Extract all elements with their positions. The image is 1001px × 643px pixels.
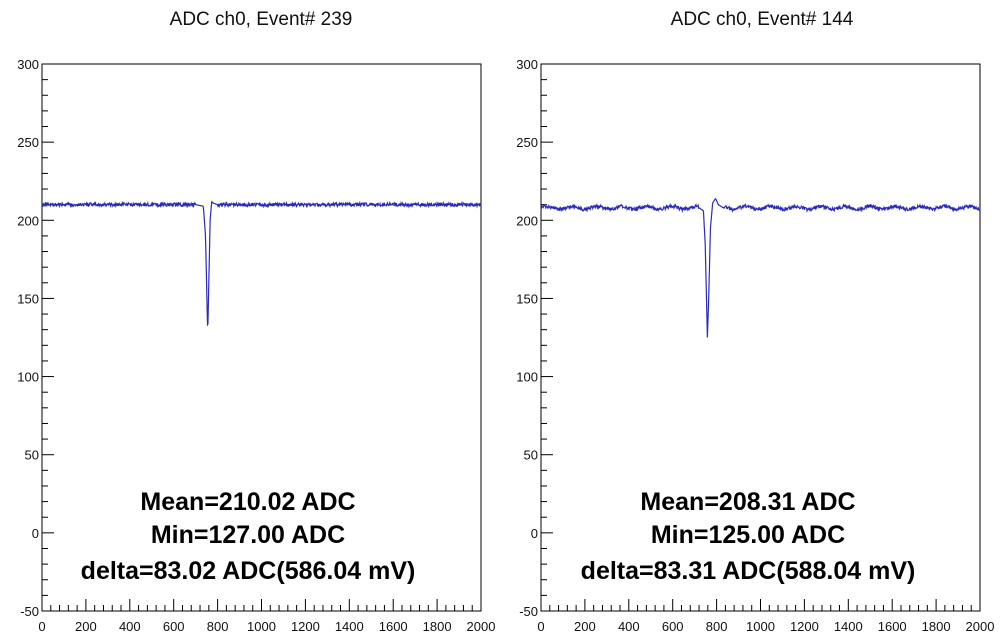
y-tick-label: 150 [516,291,538,306]
x-tick-label: 2000 [467,619,496,634]
x-tick-label: 200 [574,619,596,634]
waveform-series-line [540,198,981,338]
x-tick-label: 600 [662,619,684,634]
y-tick-label: 250 [17,135,39,150]
stats-annotation: Mean=210.02 ADC [140,488,355,516]
x-tick-label: 1800 [922,619,951,634]
y-tick-label: 200 [516,213,538,228]
y-tick-label: 0 [531,526,538,541]
x-tick-label: 400 [618,619,640,634]
x-tick-label: 400 [119,619,141,634]
y-tick-label: 300 [516,57,538,72]
stats-annotation: delta=83.31 ADC(588.04 mV) [581,557,916,585]
x-tick-label: 1400 [335,619,364,634]
y-tick-label: -50 [519,604,538,619]
x-tick-label: 1600 [379,619,408,634]
x-tick-label: 0 [537,619,544,634]
y-tick-label: 50 [25,448,39,463]
x-tick-label: 1000 [247,619,276,634]
stats-annotation: Mean=208.31 ADC [640,488,855,516]
waveform-series-line [41,200,482,327]
x-tick-label: 200 [75,619,97,634]
x-tick-label: 1600 [878,619,907,634]
x-tick-label: 1000 [746,619,775,634]
stats-annotation: delta=83.02 ADC(586.04 mV) [81,557,416,585]
x-tick-label: 1200 [790,619,819,634]
x-tick-label: 1200 [291,619,320,634]
x-tick-label: 2000 [966,619,995,634]
x-tick-label: 800 [706,619,728,634]
y-tick-label: 150 [17,291,39,306]
stats-annotation: Min=127.00 ADC [151,521,345,549]
y-tick-label: 100 [516,370,538,385]
y-tick-label: 300 [17,57,39,72]
x-tick-label: 1800 [423,619,452,634]
y-tick-label: 200 [17,213,39,228]
y-tick-label: -50 [20,604,39,619]
x-tick-label: 0 [38,619,45,634]
chart-title: ADC ch0, Event# 239 [170,9,353,30]
y-tick-label: 250 [516,135,538,150]
chart-title: ADC ch0, Event# 144 [671,9,854,30]
y-tick-label: 50 [524,448,538,463]
stats-annotation: Min=125.00 ADC [651,521,845,549]
x-tick-label: 800 [207,619,229,634]
x-tick-label: 1400 [834,619,863,634]
y-tick-label: 0 [32,526,39,541]
x-tick-label: 600 [163,619,185,634]
y-tick-label: 100 [17,370,39,385]
